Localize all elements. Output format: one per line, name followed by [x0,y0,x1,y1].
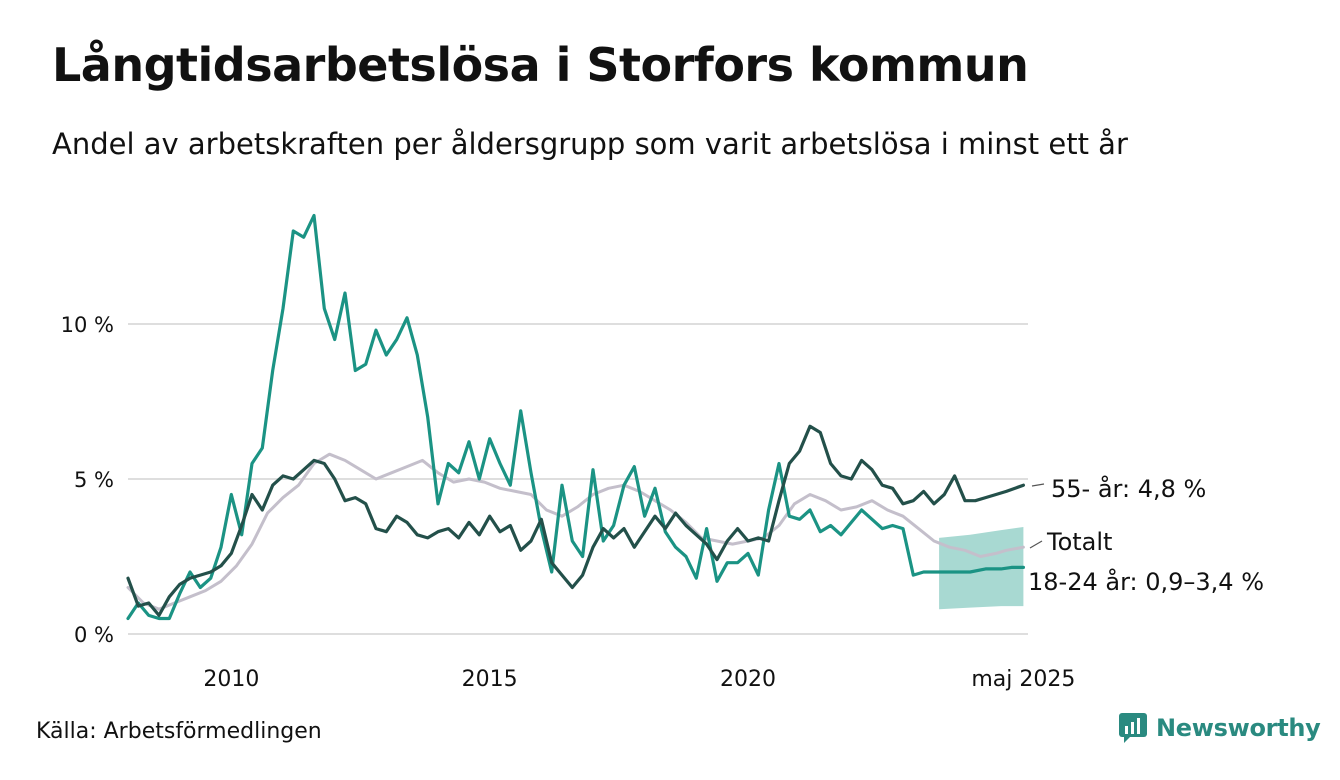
label-layer: 55- år: 4,8 % Totalt 18-24 år: 0,9–3,4 % [1028,474,1264,596]
band-layer [939,527,1024,610]
series-label-old: 55- år: 4,8 % [1051,474,1206,503]
brand-logo[interactable]: Newsworthy [1118,712,1321,744]
series-line-young [126,213,1025,621]
series-label-total: Totalt [1046,528,1112,556]
page-subtitle: Andel av arbetskraften per åldersgrupp s… [52,127,1128,161]
newsworthy-logo-icon [1119,713,1147,743]
series-line-total [126,452,1025,611]
x-tick-label: 2015 [462,667,518,692]
grid-layer [128,323,1028,635]
series-label-young: 18-24 år: 0,9–3,4 % [1028,567,1264,596]
brand-name: Newsworthy [1156,714,1321,742]
y-tick-label: 5 % [74,468,114,492]
page-title: Långtidsarbetslösa i Storfors kommun [52,38,1029,92]
y-tick-layer: 0 % 5 % 10 % [61,313,114,647]
x-tick-layer: 2010 2015 2020 maj 2025 [203,667,1075,692]
label-leader-line [1029,540,1043,549]
confidence-band-18-24 [939,527,1024,610]
x-tick-label: maj 2025 [971,667,1075,692]
source-note: Källa: Arbetsförmedlingen [36,719,322,744]
series-line-old [126,424,1025,617]
x-tick-label: 2010 [203,667,259,692]
x-tick-label: 2020 [720,667,776,692]
y-tick-label: 10 % [61,313,114,337]
line-layer [126,213,1025,621]
y-tick-label: 0 % [74,623,114,647]
label-leader-line [1031,483,1045,487]
